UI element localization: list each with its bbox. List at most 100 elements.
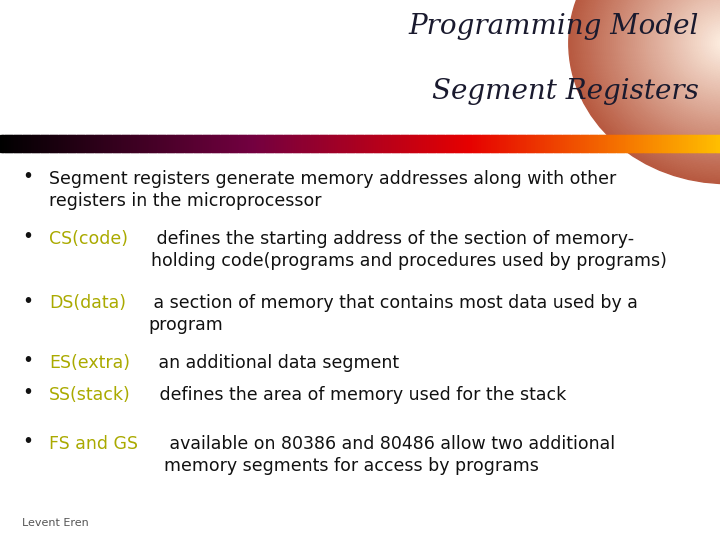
Bar <box>472 135 474 152</box>
Bar <box>436 135 438 152</box>
Bar <box>222 135 224 152</box>
Bar <box>49 135 51 152</box>
Text: defines the starting address of the section of memory-
holding code(programs and: defines the starting address of the sect… <box>151 230 667 269</box>
Text: ES(extra): ES(extra) <box>49 354 130 372</box>
Bar <box>589 135 591 152</box>
Ellipse shape <box>596 0 720 159</box>
Bar <box>481 135 483 152</box>
Bar <box>223 135 226 152</box>
Bar <box>220 135 222 152</box>
Bar <box>546 135 548 152</box>
Bar <box>547 135 550 152</box>
Ellipse shape <box>703 22 720 64</box>
Bar <box>304 135 307 152</box>
Bar <box>45 135 48 152</box>
Bar <box>289 135 292 152</box>
Bar <box>475 135 478 152</box>
Bar <box>23 135 26 152</box>
Bar <box>403 135 406 152</box>
Bar <box>155 135 158 152</box>
Bar <box>205 135 208 152</box>
Bar <box>331 135 333 152</box>
Text: •: • <box>22 383 33 402</box>
Bar <box>20 135 22 152</box>
Bar <box>340 135 343 152</box>
Bar <box>416 135 418 152</box>
Bar <box>310 135 312 152</box>
Bar <box>266 135 269 152</box>
Ellipse shape <box>630 0 720 129</box>
Bar <box>333 135 336 152</box>
Bar <box>450 135 452 152</box>
Bar <box>594 135 596 152</box>
Text: Levent Eren: Levent Eren <box>22 518 89 528</box>
Bar <box>576 135 579 152</box>
Bar <box>108 135 111 152</box>
Ellipse shape <box>575 0 720 178</box>
Ellipse shape <box>638 0 720 122</box>
Bar <box>488 135 490 152</box>
Ellipse shape <box>590 0 720 164</box>
Bar <box>536 135 539 152</box>
Bar <box>603 135 606 152</box>
Ellipse shape <box>698 17 720 70</box>
Bar <box>275 135 278 152</box>
Ellipse shape <box>579 0 720 175</box>
Bar <box>477 135 480 152</box>
Ellipse shape <box>714 31 720 56</box>
Ellipse shape <box>700 18 720 68</box>
Bar <box>181 135 184 152</box>
Bar <box>511 135 513 152</box>
Bar <box>364 135 366 152</box>
Bar <box>30 135 33 152</box>
Bar <box>590 135 593 152</box>
Ellipse shape <box>693 14 720 73</box>
Bar <box>397 135 400 152</box>
Bar <box>671 135 674 152</box>
Ellipse shape <box>606 0 720 150</box>
Bar <box>614 135 616 152</box>
Bar <box>641 135 644 152</box>
Bar <box>229 135 231 152</box>
Text: CS(code): CS(code) <box>49 230 128 247</box>
Ellipse shape <box>611 0 720 147</box>
Bar <box>115 135 118 152</box>
Ellipse shape <box>618 0 720 140</box>
Bar <box>360 135 362 152</box>
Bar <box>378 135 380 152</box>
Bar <box>524 135 526 152</box>
Bar <box>200 135 202 152</box>
Bar <box>446 135 449 152</box>
Bar <box>374 135 377 152</box>
Bar <box>675 135 678 152</box>
Bar <box>540 135 543 152</box>
Text: •: • <box>22 351 33 370</box>
Bar <box>556 135 559 152</box>
Bar <box>265 135 267 152</box>
Bar <box>194 135 197 152</box>
Bar <box>445 135 447 152</box>
Ellipse shape <box>632 0 720 127</box>
Bar <box>215 135 217 152</box>
Bar <box>245 135 248 152</box>
Text: Segment Registers: Segment Registers <box>431 78 698 105</box>
Bar <box>89 135 91 152</box>
Bar <box>193 135 195 152</box>
Bar <box>649 135 652 152</box>
Bar <box>47 135 50 152</box>
Bar <box>369 135 372 152</box>
Ellipse shape <box>650 0 720 112</box>
Bar <box>383 135 386 152</box>
Bar <box>504 135 506 152</box>
Bar <box>691 135 693 152</box>
Bar <box>259 135 262 152</box>
Bar <box>315 135 318 152</box>
Ellipse shape <box>612 0 720 145</box>
Bar <box>468 135 471 152</box>
Bar <box>128 135 130 152</box>
Bar <box>6 135 8 152</box>
Bar <box>395 135 397 152</box>
Bar <box>433 135 436 152</box>
Bar <box>186 135 188 152</box>
Bar <box>101 135 104 152</box>
